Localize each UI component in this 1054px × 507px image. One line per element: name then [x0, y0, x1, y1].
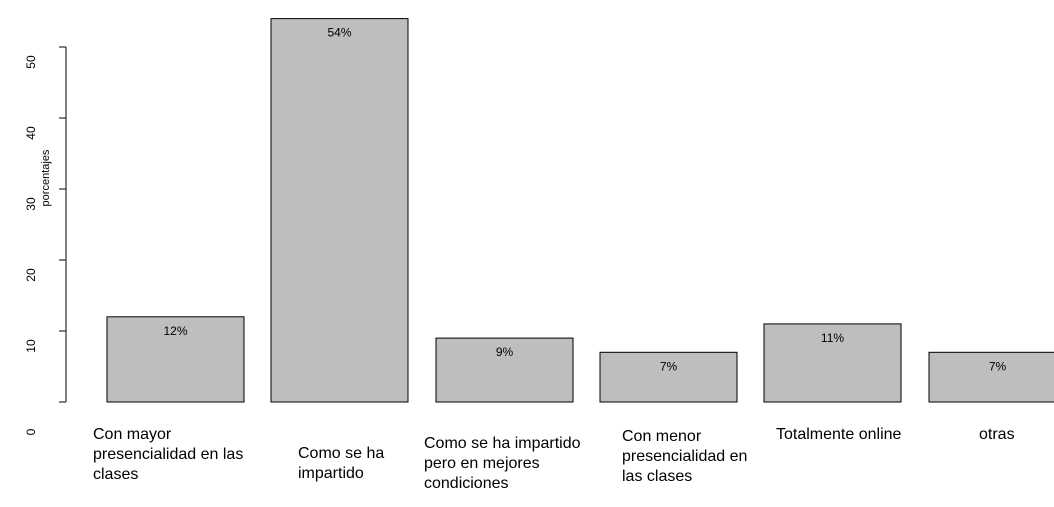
y-tick-label: 50: [24, 55, 38, 69]
bar-data-label: 7%: [660, 359, 678, 373]
x-tick-label: Con mayor presencialidad en las clases: [93, 426, 244, 483]
bar: [928, 351, 1054, 403]
bar-data-label: 12%: [163, 324, 187, 338]
bar-data-label: 54%: [327, 26, 351, 40]
bar-data-label: 7%: [989, 359, 1007, 373]
y-axis-label: porcentajes: [40, 149, 52, 207]
bar: [270, 18, 409, 403]
y-tick-label: 30: [24, 197, 38, 211]
y-tick-label: 20: [24, 268, 38, 282]
bar: [599, 351, 738, 403]
y-tick-label: 0: [24, 428, 38, 435]
bar-data-label: 11%: [821, 331, 844, 345]
x-tick-label: Con menor presencialidad en las clases: [622, 428, 748, 485]
y-tick-label: 40: [24, 126, 38, 140]
bar: [435, 337, 574, 403]
x-tick-label: Como se ha impartido: [298, 445, 385, 482]
bar: [763, 323, 902, 403]
bar-data-label: 9%: [496, 345, 514, 359]
y-tick-label: 10: [24, 339, 38, 353]
x-tick-label: Totalmente online: [776, 426, 902, 443]
x-tick-label: Como se ha impartido pero en mejores con…: [424, 435, 581, 492]
x-tick-label: otras: [979, 426, 1015, 443]
bar: [106, 316, 245, 403]
